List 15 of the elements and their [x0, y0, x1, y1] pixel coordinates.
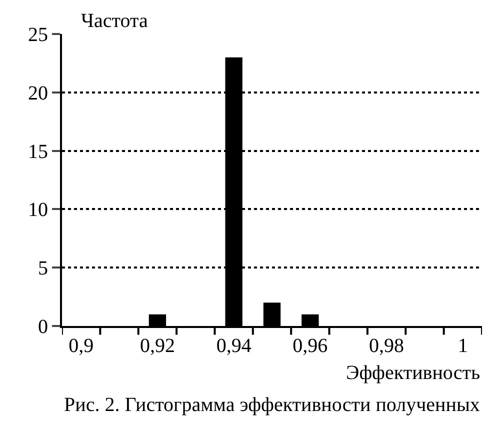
x-tick-label: 0,9 [68, 335, 94, 357]
x-tick-label: 0,92 [140, 335, 175, 357]
y-tick-label: 10 [28, 199, 48, 222]
y-tick-label: 0 [38, 316, 48, 338]
x-axis-title: Эффективность [346, 362, 480, 384]
y-axis-title: Частота [81, 10, 148, 32]
y-tick-label: 25 [28, 24, 48, 46]
x-tick-label: 1 [458, 335, 468, 357]
text: Рис. 2. Гистограмма эффективности полученных [64, 394, 480, 416]
x-tick-label: 0,96 [292, 335, 328, 357]
x-tick-label: 0,94 [216, 335, 252, 357]
y-tick-label: 15 [28, 140, 48, 163]
y-tick-label: 20 [28, 82, 48, 104]
y-tick-label: 5 [38, 258, 48, 280]
x-tick-label: 0,98 [369, 335, 404, 357]
